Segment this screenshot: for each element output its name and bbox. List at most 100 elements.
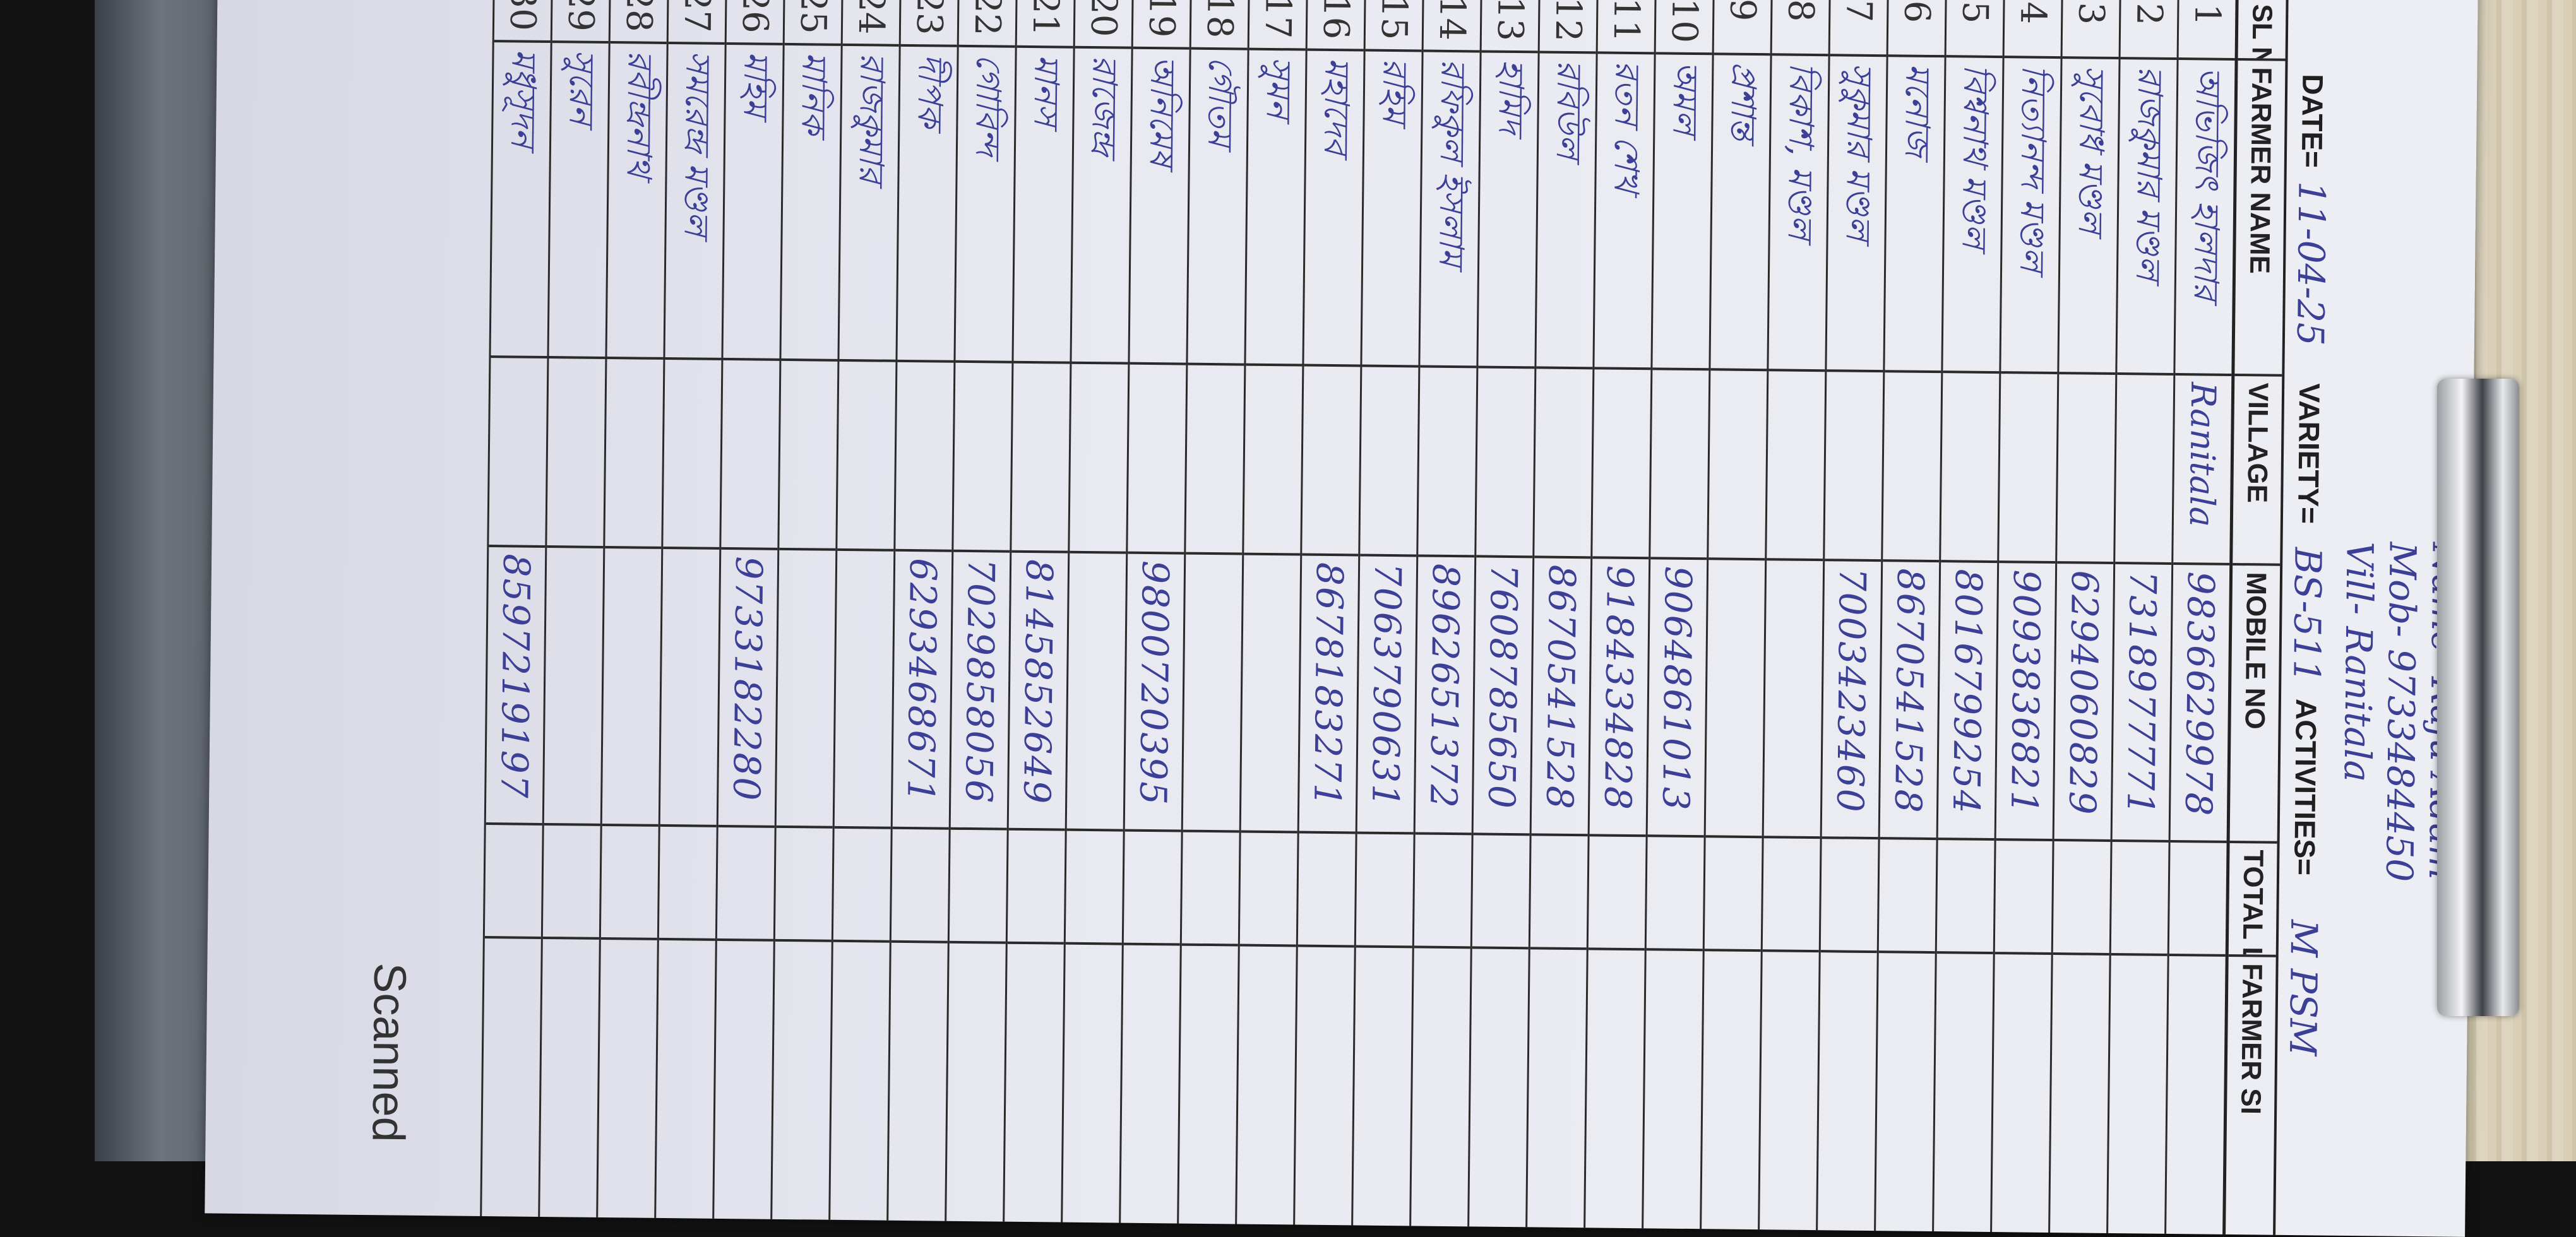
total-land-cell [2169, 842, 2227, 957]
village-cell [1302, 366, 1361, 557]
farmer-name-cell: মনোজ [1885, 57, 1945, 374]
farmer-name-cell: মধুসূদন [491, 42, 551, 359]
mobile-no-cell: 8670541528 [1880, 562, 1940, 841]
village-cell [1011, 363, 1070, 553]
farmer-signature-cell [1934, 954, 1993, 1232]
farmer-signature-cell [830, 942, 890, 1221]
farmer-signature-cell [1063, 945, 1122, 1223]
total-land-cell [2111, 842, 2169, 956]
mobile-no-cell [1241, 555, 1301, 834]
date-label: DATE= [2295, 73, 2330, 169]
sl-no-cell: 25 [784, 0, 842, 46]
village-cell [1476, 368, 1535, 559]
sl-no-cell: 18 [1191, 0, 1248, 50]
variety-value: BS-511 [2285, 547, 2330, 684]
sl-no-cell: 14 [1423, 0, 1481, 53]
mobile-no-cell [660, 548, 720, 827]
farmer-name-cell: রহিম [1362, 51, 1422, 368]
village-cell [1534, 369, 1593, 559]
village-cell [1941, 373, 2000, 564]
sl-no-cell: 26 [726, 0, 784, 45]
total-land-cell [833, 828, 891, 943]
farmer-name-cell: মানিক [781, 45, 841, 362]
farmer-name-cell: দীপক [897, 46, 957, 363]
farmer-name-cell: বিকাশ, মণ্ডল [1768, 56, 1828, 372]
total-land-cell [717, 827, 775, 942]
farmer-signature-cell [1585, 950, 1645, 1228]
mobile-no-cell: 7003423460 [1822, 561, 1881, 840]
sl-no-cell: 29 [552, 0, 609, 44]
farmer-name-cell: মহাদেব [1304, 50, 1364, 367]
sl-no-cell: 23 [900, 0, 958, 47]
farmer-name-cell: অমল [1652, 54, 1712, 371]
total-land-cell [1995, 841, 2053, 956]
village-cell [1999, 374, 2058, 564]
village-cell [1883, 372, 1941, 563]
mobile-no-cell [1066, 553, 1126, 832]
farmer-table: SL NO FARMER NAME VILLAGE MOBILE NO TOTA… [480, 0, 2289, 1235]
mobile-no-cell: 8670541528 [1531, 558, 1591, 837]
mobile-no-cell: 8145852649 [1008, 552, 1068, 831]
total-land-cell [484, 825, 542, 939]
village-cell [721, 360, 780, 550]
total-land-cell [1123, 831, 1181, 946]
sl-no-cell: 20 [1075, 0, 1132, 49]
village-cell [1418, 367, 1477, 558]
contact-mobile: Mob- 9733484450 [2377, 542, 2424, 882]
mobile-no-cell: 7318977771 [2112, 564, 2172, 843]
activities-value: M PSM [2281, 919, 2326, 1056]
village-cell [663, 359, 722, 550]
total-land-cell [1646, 837, 1704, 952]
mobile-no-cell: 9733182280 [718, 549, 778, 828]
mobile-no-cell [1183, 554, 1243, 833]
farmer-signature-cell [482, 938, 541, 1217]
farmer-signature-cell [2108, 956, 2168, 1234]
farmer-name-cell: রাজেন্দ্র [1071, 48, 1131, 365]
header-sl-no: SL NO [2238, 0, 2286, 61]
farmer-signature-cell [1295, 947, 1354, 1226]
farmer-signature-cell [1527, 949, 1587, 1228]
farmer-signature-cell [1005, 944, 1064, 1222]
sl-no-cell: 17 [1249, 0, 1306, 51]
village-cell [1708, 370, 1767, 561]
village-cell [1592, 369, 1651, 560]
farmer-name-cell: সুরেন [549, 43, 609, 359]
farmer-name-cell: রবীন্দ্রনাথ [607, 44, 667, 360]
total-land-cell [1472, 835, 1530, 950]
farmer-signature-cell [772, 942, 832, 1220]
farmer-name-cell: হামিদ [1478, 52, 1538, 369]
farmer-signature-cell [540, 939, 599, 1217]
farmer-name-cell: গোবিন্দ [955, 47, 1015, 364]
mobile-no-cell: 8597219197 [486, 547, 546, 826]
farmer-signature-cell [1818, 952, 1877, 1231]
farmer-name-cell: মহিম [723, 44, 783, 361]
header-total-land: TOTAL LAND [2228, 843, 2277, 957]
sl-no-cell: 16 [1307, 0, 1364, 52]
sl-no-cell: 30 [494, 0, 551, 44]
farmer-signature-cell [1353, 947, 1412, 1226]
village-cell [1128, 364, 1186, 555]
activities-label: ACTIVITIES= [2288, 698, 2323, 876]
mobile-no-cell [544, 548, 604, 826]
total-land-cell [659, 826, 717, 941]
farmer-signature-cell [1121, 945, 1180, 1224]
total-land-cell [1704, 837, 1762, 952]
farmer-name-cell: বিশ্বনাথ মণ্ডল [1943, 57, 2003, 374]
village-cell [779, 360, 838, 551]
mobile-no-cell: 9064861013 [1647, 559, 1707, 838]
date-value: 11-04-25 [2288, 181, 2334, 346]
sl-no-cell: 6 [1888, 0, 1945, 58]
total-land-cell [1181, 832, 1239, 947]
mobile-no-cell: 6293468671 [892, 551, 952, 830]
total-land-cell [1356, 834, 1414, 949]
farmer-name-cell: সুমন [1246, 50, 1306, 367]
farmer-signature-cell [1760, 952, 1819, 1230]
mobile-no-cell: 9836629978 [2170, 564, 2230, 843]
mobile-no-cell: 7063790631 [1357, 556, 1417, 835]
farmer-signature-cell [1179, 946, 1238, 1224]
variety-label: VARIETY= [2291, 382, 2327, 524]
sl-no-cell: 9 [1714, 0, 1771, 56]
total-land-cell [1239, 832, 1297, 947]
sl-no-cell: 22 [958, 0, 1016, 48]
farmer-signature-cell [1411, 948, 1470, 1226]
